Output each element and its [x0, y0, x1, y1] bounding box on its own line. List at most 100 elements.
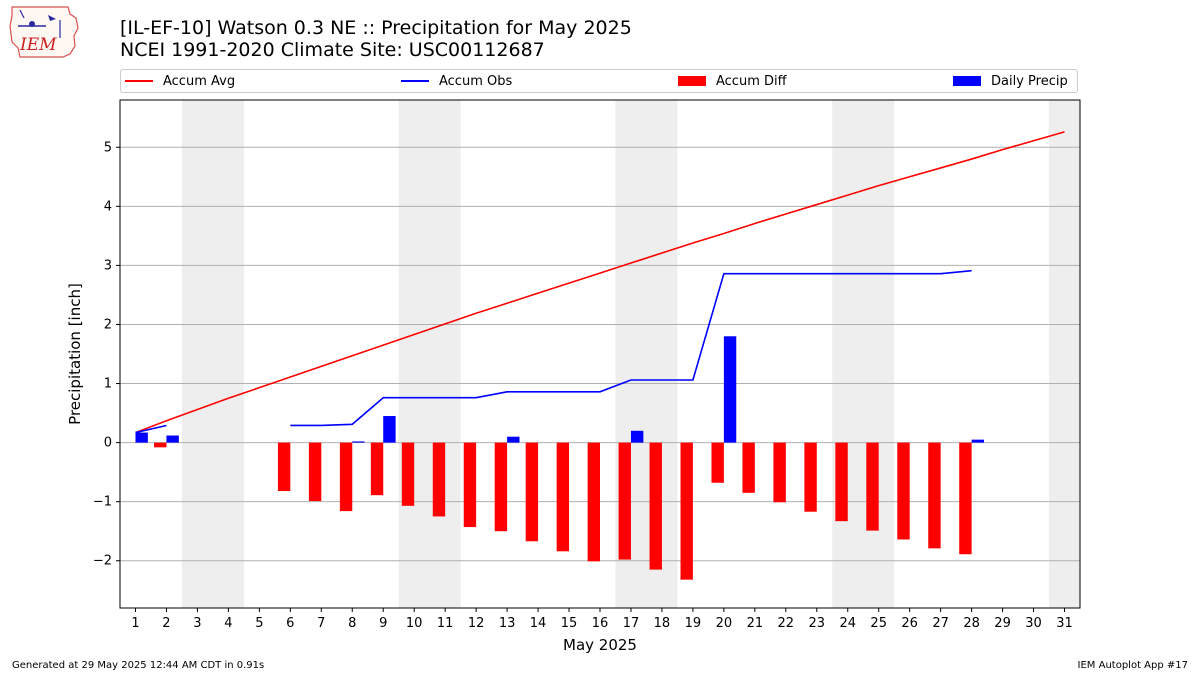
iem-logo: IEM	[9, 6, 79, 58]
ytick-label--2: −2	[93, 554, 112, 569]
xtick-label-3: 3	[193, 616, 201, 631]
precip-bar-day-8	[352, 441, 365, 443]
diff-bar-day-15	[556, 442, 570, 552]
line-accum-obs-seg-0	[135, 424, 167, 434]
diff-bar-day-28	[959, 442, 972, 555]
diff-bar-day-2	[154, 442, 167, 448]
xtick-label-28: 28	[963, 616, 980, 631]
precip-bar-day-9	[383, 416, 396, 443]
precip-bar-day-13	[507, 436, 520, 443]
xtick-label-25: 25	[870, 616, 887, 631]
ytick-label-4: 4	[104, 199, 112, 214]
legend-item-daily-precip: Daily Precip	[953, 70, 1068, 92]
diff-bar-day-13	[494, 442, 508, 532]
line-accum-avg-seg-0	[135, 131, 1065, 434]
diff-bar-day-7	[308, 442, 322, 502]
xtick-label-9: 9	[379, 616, 387, 631]
diff-bar-day-23	[804, 442, 817, 512]
legend-item-accum-obs: Accum Obs	[401, 70, 512, 92]
ytick-label-5: 5	[104, 140, 112, 155]
xtick-label-8: 8	[348, 616, 356, 631]
legend-label-accum-obs: Accum Obs	[439, 73, 513, 89]
xtick-label-23: 23	[809, 616, 826, 631]
legend-item-accum-diff: Accum Diff	[678, 70, 787, 92]
legend-label-accum-avg: Accum Avg	[163, 73, 236, 89]
weekend-shade-1	[398, 100, 461, 608]
xtick-label-12: 12	[468, 616, 485, 631]
xtick-label-30: 30	[1025, 616, 1042, 631]
xtick-label-6: 6	[286, 616, 294, 631]
xtick-label-15: 15	[561, 616, 578, 631]
footer-generated-text: Generated at 29 May 2025 12:44 AM CDT in…	[12, 660, 265, 671]
precip-bar-day-20	[723, 336, 737, 443]
xtick-label-20: 20	[716, 616, 733, 631]
diff-bar-day-22	[773, 442, 786, 503]
xtick-label-17: 17	[623, 616, 640, 631]
ytick-label-1: 1	[104, 377, 112, 392]
line-accum-obs-seg-1	[290, 269, 972, 427]
xtick-label-22: 22	[778, 616, 795, 631]
diff-bar-day-6	[277, 442, 291, 492]
ytick-label-3: 3	[104, 258, 112, 273]
ytick-label-0: 0	[104, 436, 112, 451]
diff-bar-day-25	[866, 442, 879, 531]
diff-bar-day-24	[835, 442, 848, 522]
legend-item-accum-avg: Accum Avg	[125, 70, 235, 92]
logo-text: IEM	[19, 35, 57, 55]
diff-bar-day-26	[897, 442, 910, 540]
xtick-label-5: 5	[255, 616, 263, 631]
diff-bar-day-19	[680, 442, 693, 580]
legend-label-accum-diff: Accum Diff	[716, 73, 787, 89]
diff-bar-day-18	[649, 442, 662, 570]
chart-subtitle: NCEI 1991-2020 Climate Site: USC00112687	[120, 39, 545, 61]
xtick-label-18: 18	[654, 616, 671, 631]
diff-bar-day-9	[370, 442, 384, 496]
xtick-label-4: 4	[224, 616, 232, 631]
diff-bar-day-10	[401, 442, 415, 506]
xtick-label-27: 27	[932, 616, 949, 631]
diff-bar-day-8	[339, 442, 353, 512]
xtick-label-29: 29	[994, 616, 1011, 631]
legend-swatch-daily-precip	[953, 76, 981, 86]
xtick-label-7: 7	[317, 616, 325, 631]
ytick-label--1: −1	[93, 495, 112, 510]
weekend-shade-0	[181, 100, 244, 608]
diff-bar-day-17	[618, 442, 631, 560]
legend-swatch-accum-diff	[678, 76, 706, 86]
legend-label-daily-precip: Daily Precip	[991, 73, 1068, 89]
weekend-shade-4	[1049, 100, 1080, 608]
footer-app-text: IEM Autoplot App #17	[1077, 660, 1188, 671]
chart-legend: Accum Avg Accum Obs Accum Diff Daily Pre…	[120, 69, 1078, 93]
legend-swatch-accum-obs	[401, 80, 429, 82]
xtick-label-31: 31	[1056, 616, 1073, 631]
xtick-label-1: 1	[131, 616, 139, 631]
xtick-label-14: 14	[530, 616, 547, 631]
xtick-label-16: 16	[592, 616, 609, 631]
xtick-label-10: 10	[406, 616, 423, 631]
xtick-label-19: 19	[685, 616, 702, 631]
precip-bar-day-1	[135, 432, 148, 443]
diff-bar-day-21	[742, 442, 755, 493]
xtick-label-26: 26	[901, 616, 918, 631]
legend-swatch-accum-avg	[125, 80, 153, 82]
xtick-label-11: 11	[437, 616, 454, 631]
xtick-label-2: 2	[162, 616, 170, 631]
diff-bar-day-14	[525, 442, 539, 542]
x-axis-label: May 2025	[563, 636, 637, 654]
xtick-label-24: 24	[839, 616, 856, 631]
weekend-shade-3	[832, 100, 895, 608]
precip-bar-day-28	[971, 439, 984, 443]
diff-bar-day-20	[711, 442, 724, 483]
ytick-label-2: 2	[104, 317, 112, 332]
xtick-label-21: 21	[747, 616, 764, 631]
diff-bar-day-16	[587, 442, 600, 562]
diff-bar-day-27	[928, 442, 941, 549]
y-axis-label: Precipitation [inch]	[66, 283, 84, 425]
xtick-label-13: 13	[499, 616, 516, 631]
precip-bar-day-2	[166, 435, 179, 443]
precip-bar-day-17	[630, 430, 644, 443]
diff-bar-day-11	[432, 442, 446, 517]
chart-title: [IL-EF-10] Watson 0.3 NE :: Precipitatio…	[120, 17, 632, 39]
diff-bar-day-12	[463, 442, 477, 528]
